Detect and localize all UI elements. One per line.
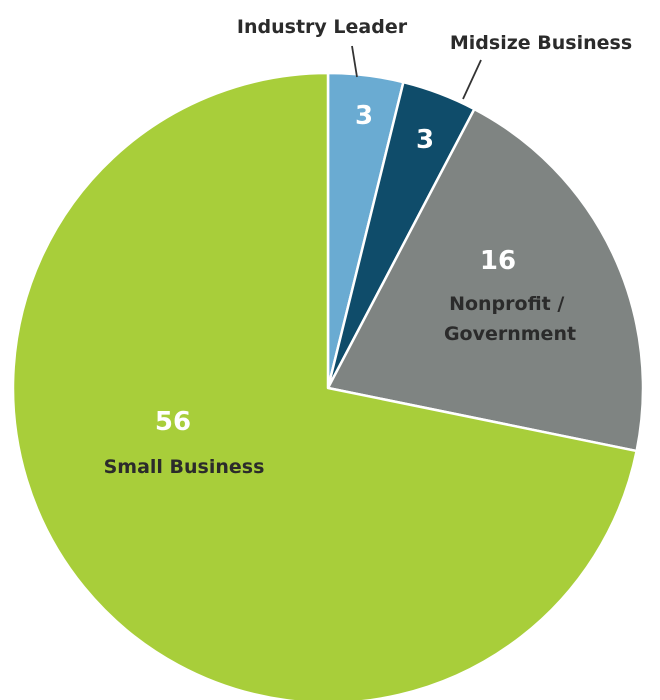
slice-label-nonprofit-line2: Government bbox=[444, 323, 576, 345]
pie-labels: Industry Leader 3 Midsize Business 3 16 … bbox=[104, 16, 633, 478]
slice-label-midsize-business: Midsize Business bbox=[450, 32, 632, 54]
pie-slice-nonprofit-government bbox=[326, 107, 645, 453]
leader-line-industry-leader bbox=[351, 45, 358, 78]
slice-value-midsize-business: 3 bbox=[416, 125, 434, 155]
pie-slices bbox=[11, 71, 645, 700]
label-leader-lines bbox=[351, 45, 482, 100]
pie-slice-small-business bbox=[11, 71, 638, 700]
slice-value-nonprofit-government: 16 bbox=[480, 246, 516, 276]
slice-label-small-business: Small Business bbox=[104, 456, 265, 478]
slice-value-industry-leader: 3 bbox=[355, 101, 373, 131]
leader-line-midsize-business bbox=[462, 59, 482, 100]
slice-label-industry-leader: Industry Leader bbox=[237, 16, 408, 38]
slice-label-nonprofit-government: Nonprofit / Government bbox=[444, 293, 576, 345]
slice-label-nonprofit-line1: Nonprofit / bbox=[449, 293, 564, 315]
slice-value-small-business: 56 bbox=[155, 407, 191, 437]
